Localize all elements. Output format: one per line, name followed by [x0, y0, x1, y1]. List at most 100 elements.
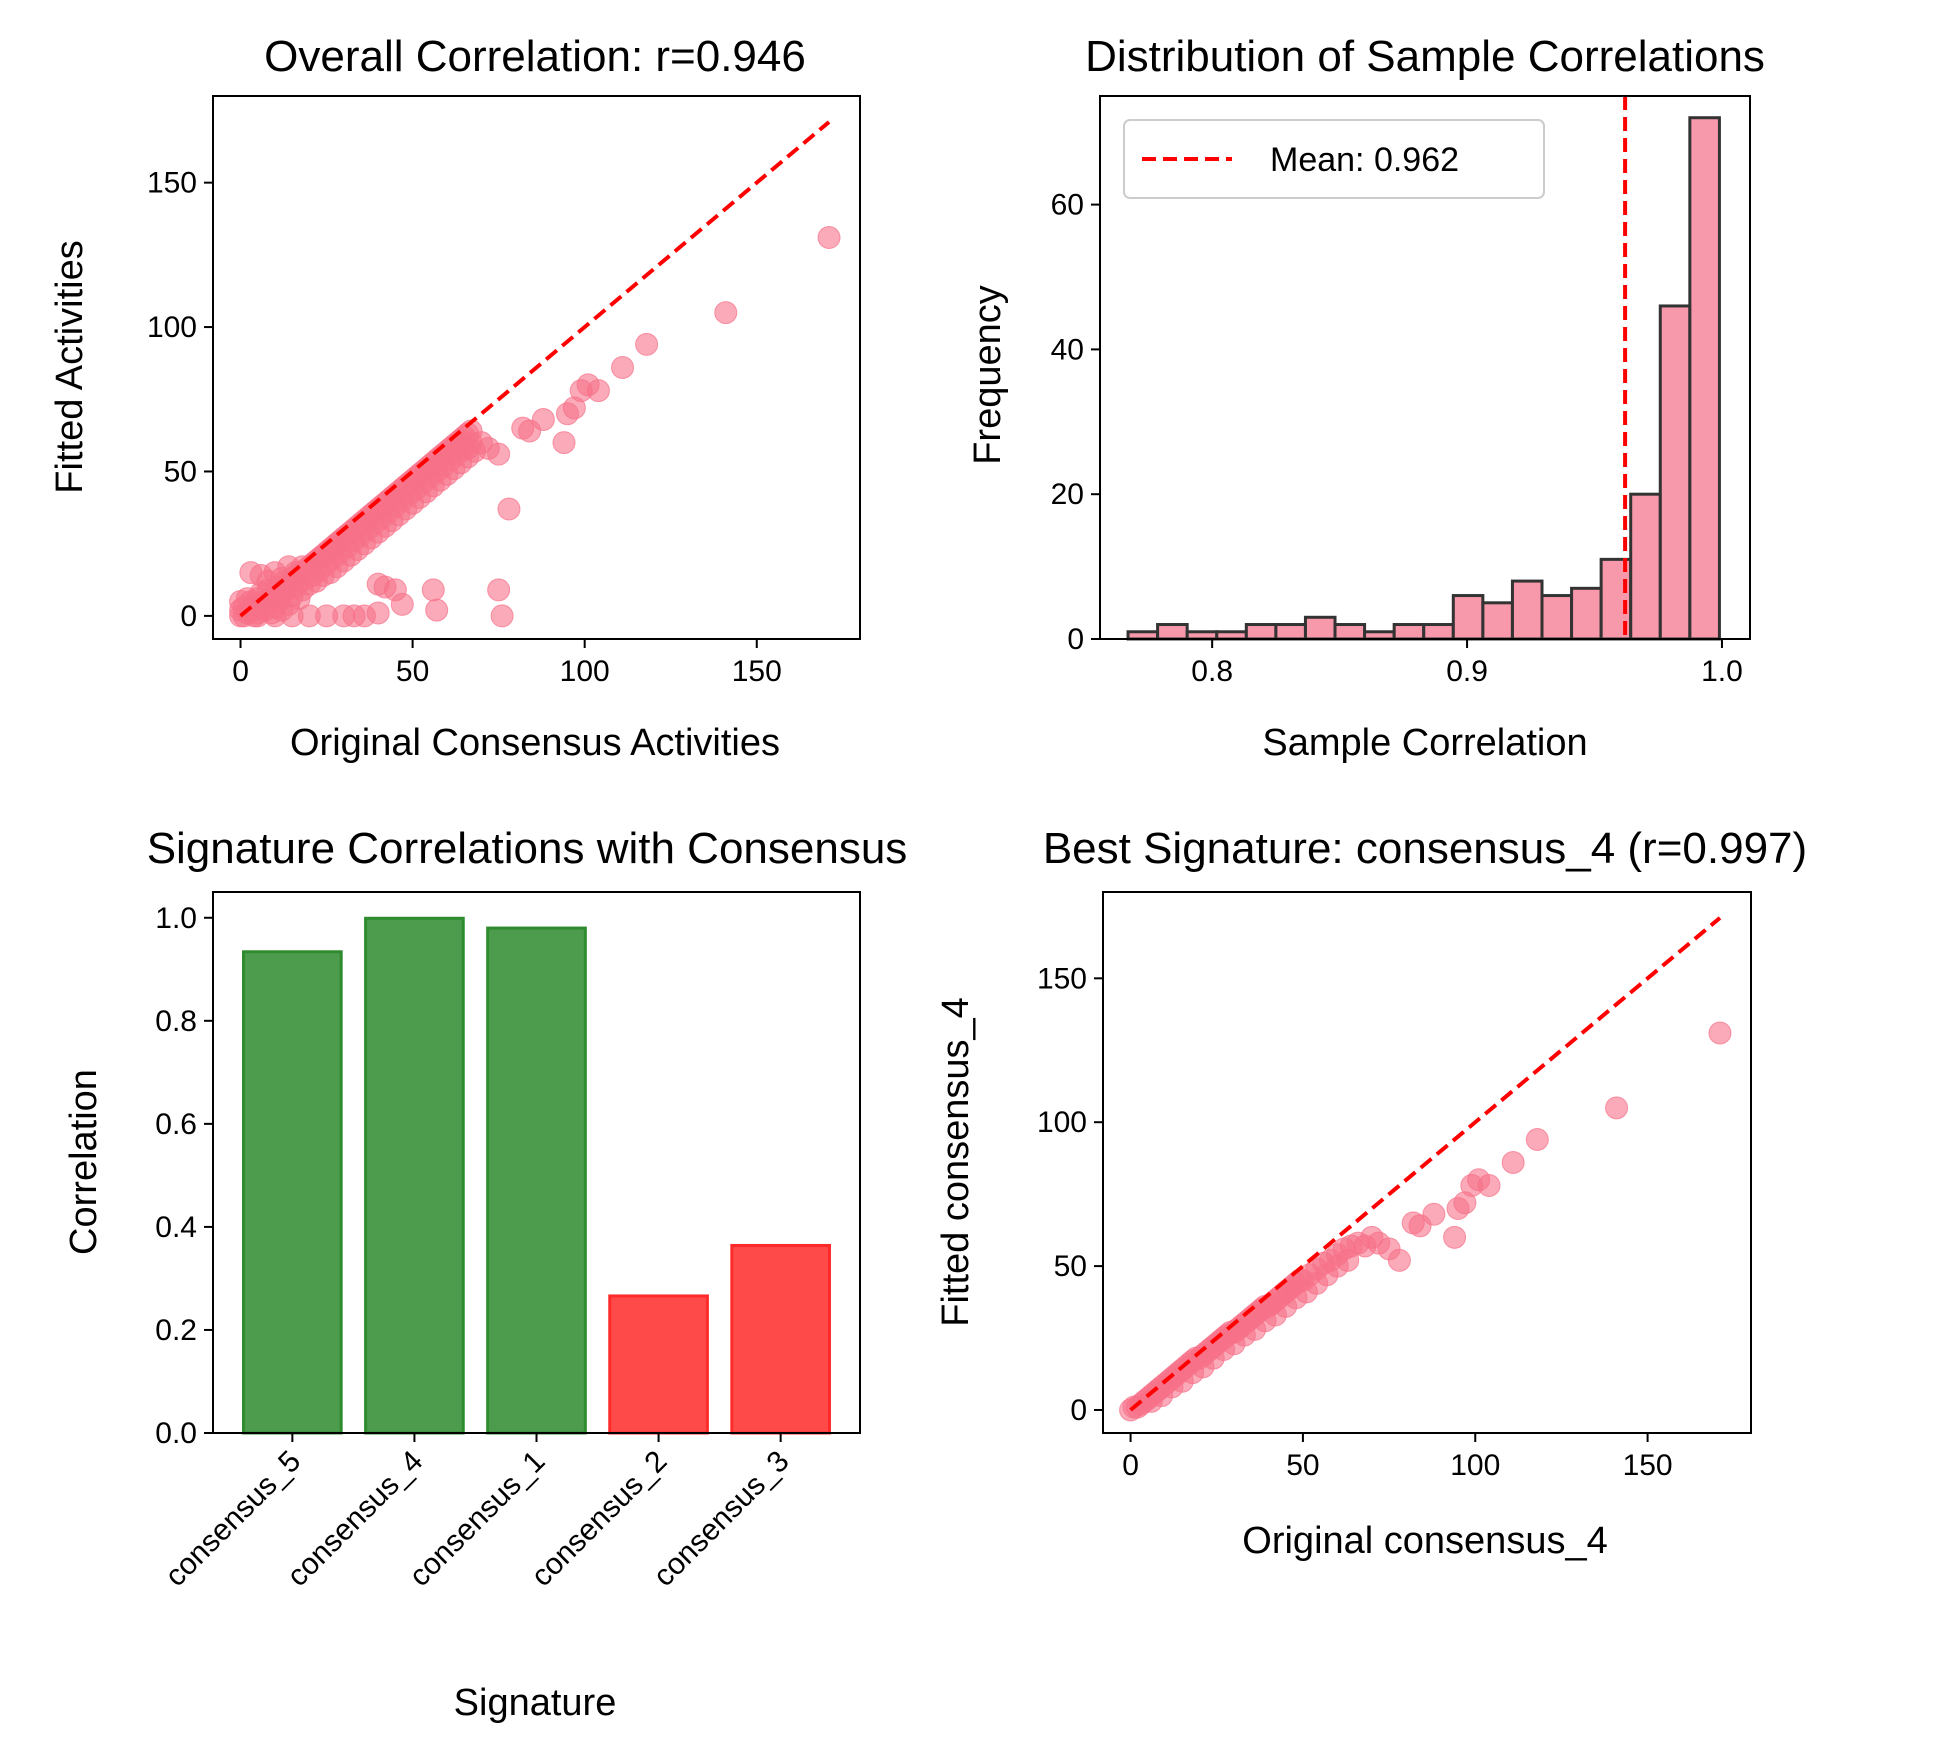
best-signature-x-axis-label: Original consensus_4 [1242, 1520, 1607, 1562]
histogram-bin [1185, 630, 1219, 641]
histogram-bin [1481, 601, 1514, 641]
histogram-bin [1156, 623, 1189, 641]
histogram-bin [1363, 630, 1396, 641]
overall-x-tick-label: 50 [396, 655, 429, 688]
sample-correlation-x-axis-label: Sample Correlation [1262, 722, 1587, 764]
signature-bars-y-tick-label: 0.0 [155, 1417, 197, 1450]
overall-data-point [425, 598, 449, 622]
overall-correlation-panel: Overall Correlation: r=0.946 0 50 100 150 0 5… [49, 32, 861, 764]
overall-y-tick-label: 100 [147, 311, 197, 344]
overall-data-point [390, 592, 414, 616]
histogram-bin [1274, 623, 1307, 641]
overall-data-point [817, 226, 841, 250]
histogram-bin [1392, 623, 1426, 641]
histogram-x-tick-label: 1.0 [1701, 655, 1743, 688]
overall-data-point [552, 431, 576, 455]
signature-bars-y-tick-label: 0.4 [155, 1211, 197, 1244]
legend-mean-label: Mean: 0.962 [1270, 141, 1459, 179]
signature-x-axis-label: Signature [454, 1682, 617, 1724]
best-signature-x-tick-label: 100 [1450, 1449, 1500, 1482]
overall-y-tick-label: 0 [180, 600, 197, 633]
histogram-bin [1629, 492, 1662, 641]
best-signature-title: Best Signature: consensus_4 (r=0.997) [1043, 824, 1807, 873]
histogram-bin [1688, 116, 1721, 641]
overall-x-tick-label: 150 [732, 655, 782, 688]
histogram-bin [1451, 594, 1485, 641]
sample-correlation-distribution-panel: Distribution of Sample Correlations 0.8 0… [967, 32, 1765, 764]
overall-axes-frame [212, 95, 861, 640]
overall-identity-reference-line [239, 120, 831, 618]
histogram-legend: Mean: 0.962 [1123, 119, 1545, 199]
overall-data-point [487, 442, 511, 466]
histogram-bin [1540, 594, 1574, 641]
overall-data-point [611, 356, 635, 379]
best-signature-axes-frame [1102, 891, 1752, 1434]
overall-x-axis-label: Original Consensus Activities [290, 722, 780, 764]
best-signature-x-tick-label: 50 [1286, 1449, 1319, 1482]
best-signature-data-point [1443, 1225, 1467, 1249]
best-signature-data-point [1605, 1096, 1629, 1120]
correlation-y-axis-label: Correlation [63, 1069, 105, 1255]
legend-frame [1123, 119, 1545, 199]
signature-correlation-bar [364, 916, 465, 1435]
histogram-axes-frame [1099, 95, 1751, 640]
overall-y-tick-label: 150 [147, 167, 197, 200]
overall-data-point [497, 497, 521, 521]
signature-correlations-panel: Signature Correlations with Consensus 0.… [63, 824, 907, 1724]
signature-correlations-plot-area: 0.00.20.40.60.81.0consensus_5consensus_4… [155, 891, 861, 1593]
best-signature-y-axis-label: Fitted consensus_4 [935, 997, 977, 1327]
best-signature-data-point [1708, 1021, 1732, 1045]
overall-data-point [635, 332, 659, 356]
histogram-bin [1570, 586, 1603, 641]
overall-data-point [487, 578, 511, 602]
best-signature-data-point [1422, 1202, 1446, 1226]
histogram-y-tick-label: 20 [1051, 478, 1084, 511]
histogram-x-tick-label: 0.8 [1191, 655, 1233, 688]
overall-data-point [586, 379, 610, 403]
signature-bars-y-tick-label: 0.8 [155, 1005, 197, 1038]
overall-data-point [366, 601, 390, 625]
histogram-y-tick-label: 40 [1051, 333, 1084, 366]
overall-data-point [490, 604, 514, 628]
best-signature-y-tick-label: 0 [1070, 1394, 1087, 1427]
histogram-bin [1215, 630, 1248, 641]
signature-correlation-bar [486, 926, 587, 1435]
overall-y-axis-label: Fitted Activities [49, 240, 91, 493]
signature-correlations-title: Signature Correlations with Consensus [147, 824, 908, 873]
best-signature-identity-reference-line [1129, 916, 1722, 1412]
best-signature-y-tick-label: 50 [1054, 1250, 1087, 1283]
overall-correlation-plot-area: 0 50 100 150 0 50 100 150 [147, 95, 861, 688]
best-signature-y-tick-label: 100 [1037, 1106, 1087, 1139]
signature-correlation-bar [608, 1294, 709, 1435]
overall-data-point [421, 578, 445, 602]
best-signature-panel: Best Signature: consensus_4 (r=0.997) 0 5… [935, 824, 1807, 1562]
overall-x-tick-label: 0 [232, 655, 249, 688]
histogram-bin [1658, 304, 1692, 641]
best-signature-x-tick-label: 0 [1122, 1449, 1139, 1482]
histogram-bin [1126, 630, 1160, 641]
histogram-bin [1422, 623, 1455, 641]
signature-bars-y-tick-label: 1.0 [155, 902, 197, 935]
signature-correlation-bar [242, 950, 343, 1435]
sample-correlation-distribution-title: Distribution of Sample Correlations [1085, 32, 1765, 81]
best-signature-data-point [1477, 1174, 1501, 1198]
best-signature-data-point [1387, 1248, 1411, 1272]
histogram-bin [1244, 623, 1278, 641]
best-signature-plot-area: 0 50 100 150 0 50 100 150 [1037, 891, 1752, 1482]
sample-correlation-distribution-plot-area: 0.8 0.9 1.0 0 20 40 60 [1051, 95, 1751, 688]
best-signature-data-point [1525, 1127, 1549, 1151]
histogram-y-tick-label: 60 [1051, 189, 1084, 222]
overall-y-tick-label: 50 [164, 455, 197, 488]
histogram-bin [1333, 623, 1367, 641]
best-signature-data-point [1501, 1151, 1525, 1174]
histogram-bin [1303, 615, 1337, 641]
overall-data-point [531, 407, 555, 431]
overall-data-point [714, 301, 738, 325]
overall-x-tick-label: 100 [560, 655, 610, 688]
best-signature-y-tick-label: 150 [1037, 962, 1087, 995]
overall-correlation-title: Overall Correlation: r=0.946 [264, 32, 806, 81]
signature-bars-y-tick-label: 0.6 [155, 1108, 197, 1141]
histogram-y-tick-label: 0 [1067, 623, 1084, 656]
histogram-bin [1510, 579, 1544, 641]
